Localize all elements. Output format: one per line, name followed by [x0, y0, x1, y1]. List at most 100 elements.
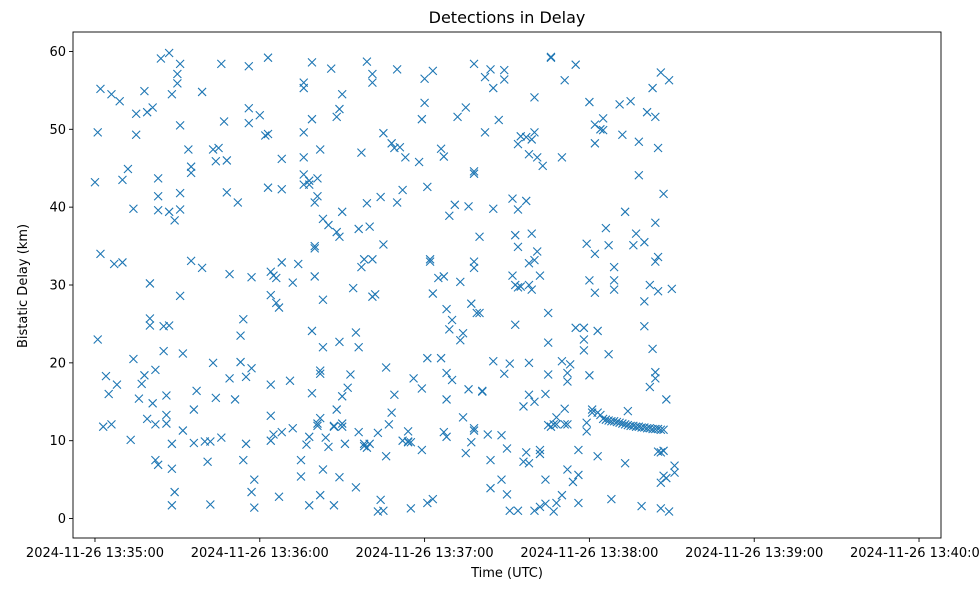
- data-point: [167, 500, 177, 510]
- data-point: [214, 143, 223, 153]
- data-point: [263, 183, 273, 193]
- data-point: [494, 115, 504, 125]
- data-point: [162, 419, 171, 428]
- data-point: [277, 154, 287, 164]
- data-point: [379, 240, 388, 249]
- data-point: [140, 86, 149, 96]
- data-point: [351, 328, 361, 337]
- data-point: [442, 432, 451, 442]
- data-point: [142, 414, 152, 424]
- data-point: [373, 428, 383, 438]
- data-point: [266, 436, 276, 446]
- data-point: [178, 426, 188, 435]
- data-point: [156, 54, 166, 63]
- data-point: [274, 303, 284, 312]
- data-point: [579, 346, 589, 355]
- data-point: [634, 137, 644, 147]
- data-point: [98, 422, 108, 432]
- data-point: [582, 426, 592, 436]
- data-point: [513, 282, 523, 292]
- data-point: [650, 257, 660, 267]
- data-point: [590, 120, 600, 130]
- data-point: [455, 335, 465, 345]
- data-point: [315, 366, 325, 376]
- data-point: [310, 241, 320, 251]
- data-point: [549, 507, 559, 516]
- data-point: [175, 291, 185, 301]
- data-point: [183, 145, 193, 154]
- data-point: [650, 218, 660, 228]
- data-point: [310, 198, 320, 207]
- data-point: [656, 447, 666, 457]
- data-point: [538, 161, 548, 171]
- data-point: [343, 383, 353, 393]
- data-point: [626, 96, 635, 106]
- data-point: [659, 446, 668, 456]
- data-point: [444, 324, 454, 334]
- data-point: [118, 175, 127, 185]
- data-point: [502, 490, 512, 499]
- data-point: [112, 380, 122, 390]
- data-point: [189, 405, 199, 414]
- data-point: [565, 360, 575, 369]
- data-point: [488, 204, 498, 214]
- y-tick-label: 10: [49, 434, 66, 449]
- data-point: [439, 427, 449, 437]
- data-point: [208, 145, 218, 154]
- data-point: [571, 60, 581, 70]
- data-point: [469, 423, 479, 433]
- data-point: [307, 326, 317, 336]
- data-point: [145, 279, 155, 288]
- x-tick-label: 2024-11-26 13:37:00: [356, 546, 494, 561]
- data-point: [499, 369, 509, 379]
- data-point: [557, 490, 567, 500]
- data-point: [469, 257, 479, 267]
- data-point: [642, 107, 652, 117]
- data-point: [151, 455, 160, 465]
- data-point: [521, 447, 531, 457]
- data-point: [425, 254, 435, 264]
- data-point: [428, 494, 438, 504]
- data-point: [458, 328, 468, 338]
- data-point: [486, 455, 495, 465]
- data-point: [477, 387, 487, 397]
- data-point: [244, 61, 254, 71]
- data-point: [552, 412, 561, 422]
- data-point: [617, 130, 627, 140]
- data-point: [304, 180, 314, 189]
- data-point: [508, 194, 517, 203]
- data-point: [420, 98, 429, 108]
- data-point: [271, 273, 281, 283]
- data-point: [447, 315, 457, 325]
- data-point: [241, 439, 251, 449]
- data-point: [134, 394, 144, 404]
- data-point: [230, 395, 240, 404]
- data-point: [307, 57, 317, 67]
- data-point: [351, 483, 361, 492]
- data-point: [151, 419, 160, 429]
- data-point: [304, 176, 314, 186]
- x-axis-label: Time (UTC): [470, 566, 543, 581]
- data-point: [661, 473, 671, 483]
- data-point: [216, 59, 226, 69]
- data-point: [315, 413, 325, 423]
- data-point: [422, 353, 432, 363]
- data-point: [521, 132, 531, 142]
- data-point: [101, 371, 111, 381]
- data-point: [236, 357, 245, 367]
- data-point: [379, 506, 388, 516]
- data-point: [519, 457, 528, 467]
- data-point: [590, 138, 600, 148]
- data-point: [236, 331, 245, 340]
- y-tick-label: 40: [49, 201, 66, 216]
- data-point: [450, 200, 460, 210]
- data-point: [299, 152, 309, 162]
- data-point: [579, 323, 589, 333]
- data-point: [483, 430, 493, 439]
- data-point: [469, 166, 479, 176]
- data-point: [598, 125, 608, 135]
- data-point: [639, 321, 649, 331]
- data-point: [167, 464, 177, 474]
- data-point: [318, 465, 328, 474]
